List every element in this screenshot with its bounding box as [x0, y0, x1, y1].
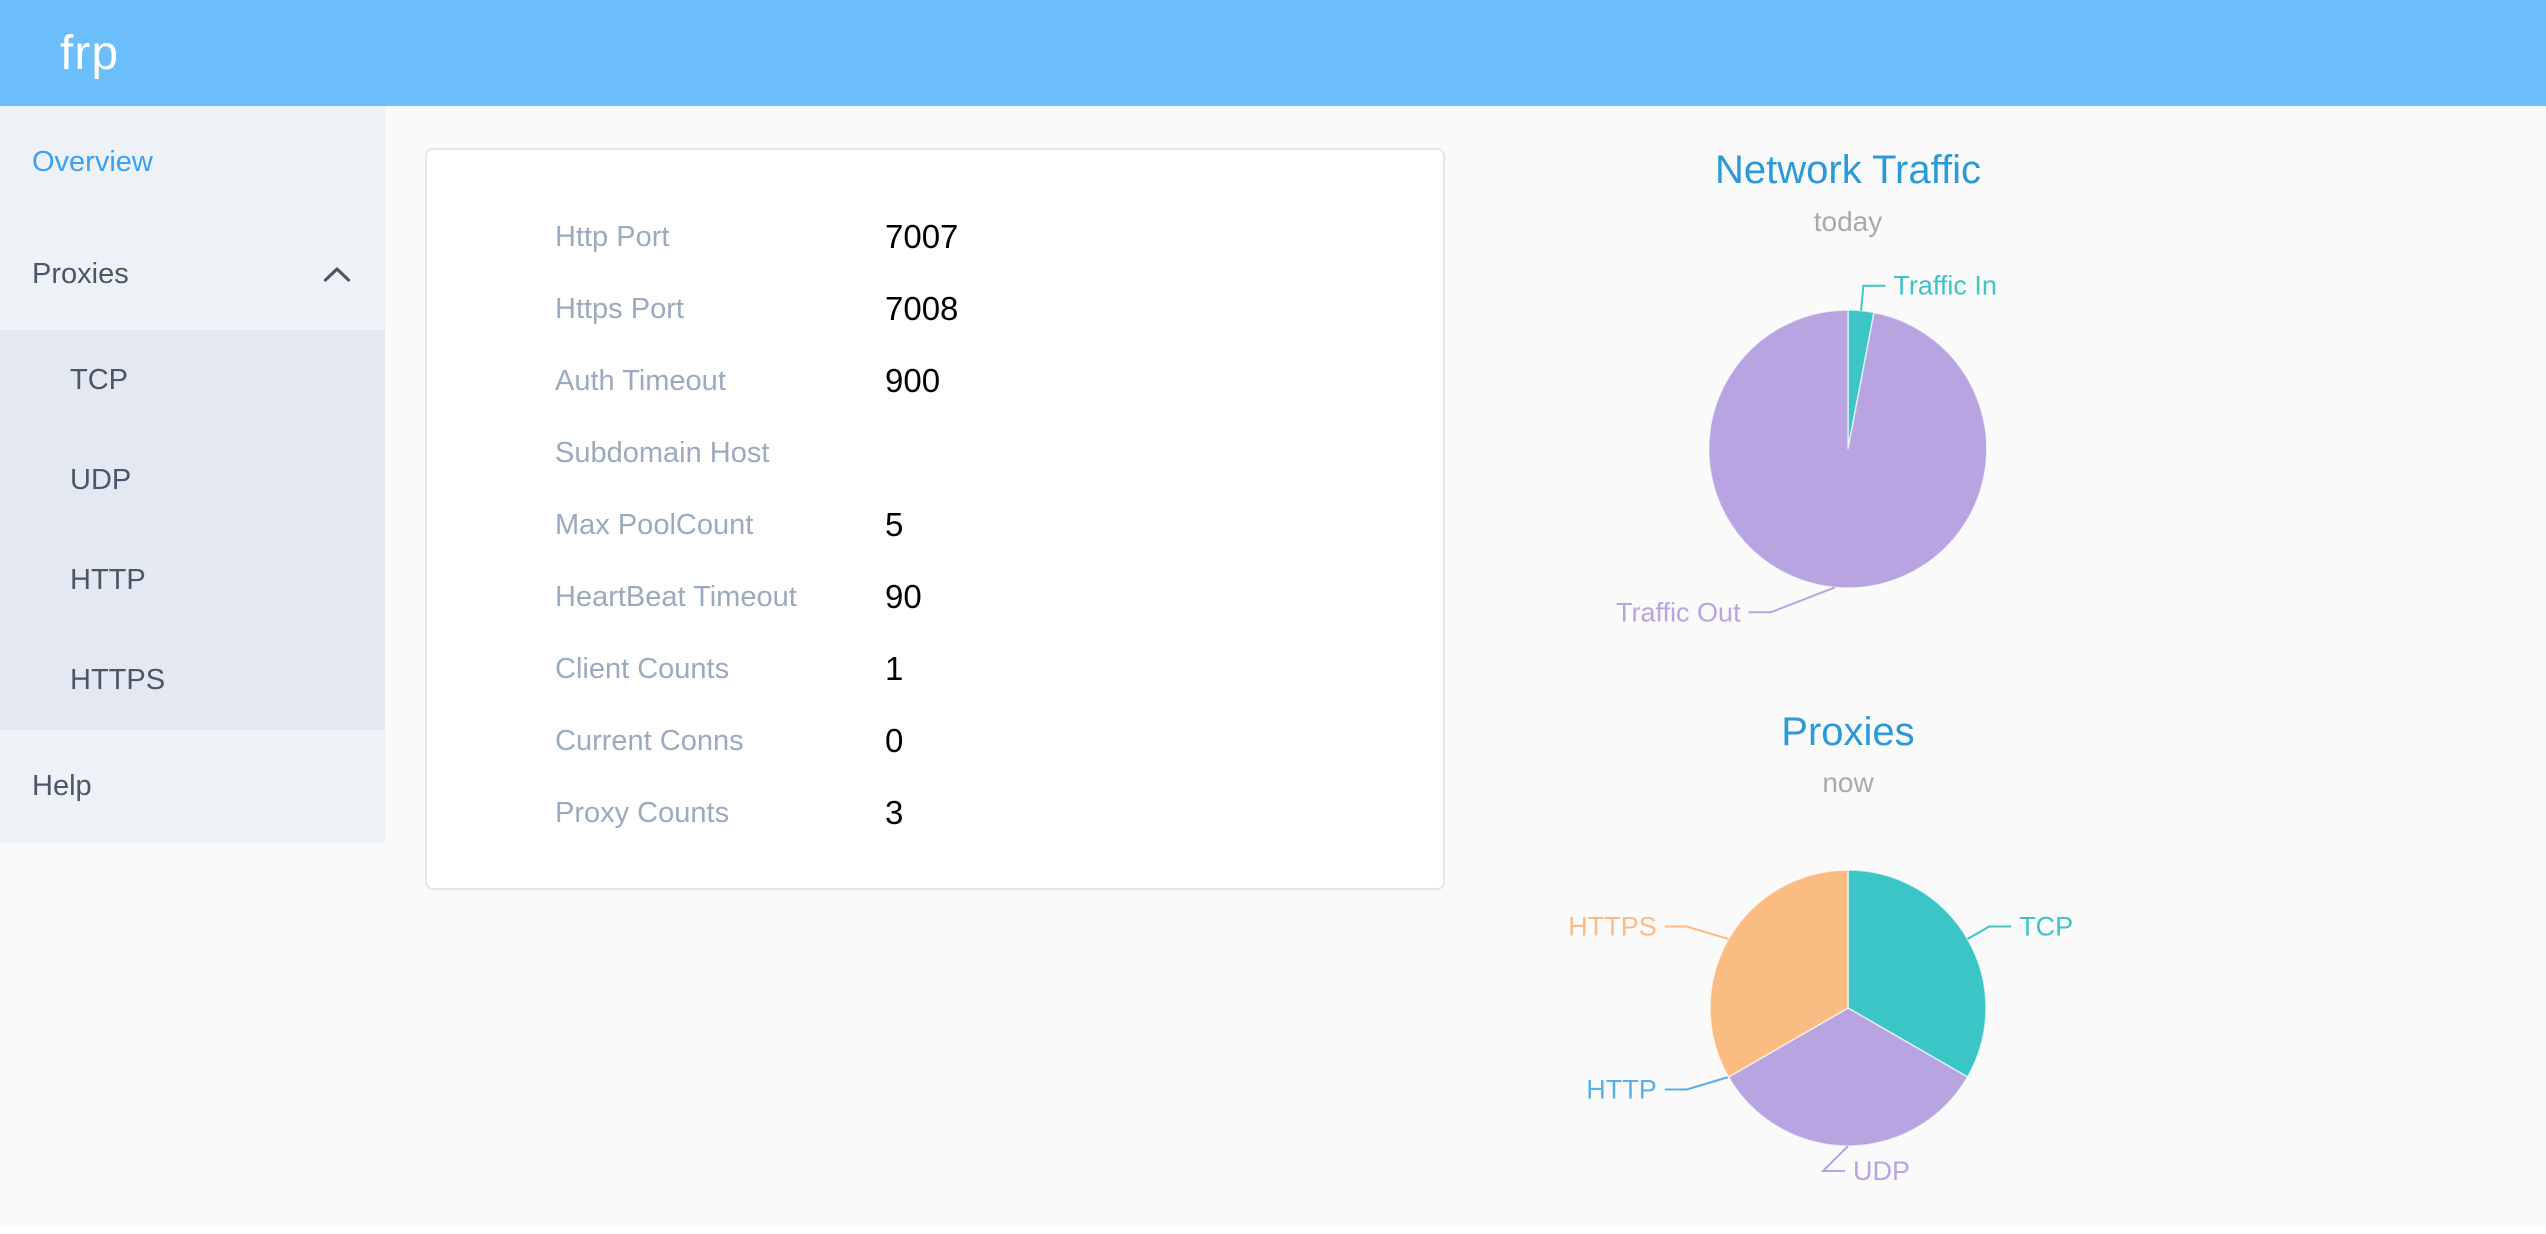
pie-label-line-traffic-out — [1748, 586, 1836, 614]
config-value: 90 — [885, 578, 922, 615]
config-label: Current Conns — [555, 725, 744, 757]
server-config-card: Http Port 7007 Https Port 7008 Auth Timeout 9… — [425, 148, 1445, 890]
config-label: Https Port — [555, 293, 684, 325]
sidebar-item-proxies[interactable]: Proxies — [0, 218, 385, 330]
pie-label-traffic-out: Traffic Out — [1616, 597, 1741, 627]
config-label: Subdomain Host — [555, 437, 770, 469]
bottom-edge-strip — [0, 1226, 2546, 1234]
config-row: Https Port 7008 — [427, 273, 1443, 345]
sidebar-item-https[interactable]: HTTPS — [0, 630, 385, 730]
network-traffic-pie: Traffic In Traffic Out — [1616, 271, 1997, 628]
network-traffic-title: Network Traffic — [1715, 148, 1981, 192]
proxies-title: Proxies — [1781, 710, 1915, 754]
config-rows: Http Port 7007 Https Port 7008 Auth Timeout 9… — [427, 201, 1443, 849]
pie-label-udp: UDP — [1853, 1156, 1910, 1186]
config-row: HeartBeat Timeout 90 — [427, 561, 1443, 633]
config-value: 7007 — [885, 218, 959, 255]
pie-label-tcp: TCP — [2019, 912, 2073, 942]
config-label: Http Port — [555, 221, 670, 253]
proxies-submenu: TCP UDP HTTP HTTPS — [0, 330, 385, 730]
sidebar-item-label: UDP — [70, 463, 132, 496]
app-logo: frp — [60, 26, 120, 80]
config-row: Proxy Counts 3 — [427, 777, 1443, 849]
sidebar-item-http[interactable]: HTTP — [0, 530, 385, 630]
config-label: Client Counts — [555, 653, 730, 685]
sidebar-item-label: Help — [32, 770, 92, 802]
pie-slice-udp[interactable] — [1727, 1007, 1969, 1147]
sidebar-item-label: HTTP — [70, 563, 146, 596]
sidebar-item-overview[interactable]: Overview — [0, 106, 385, 218]
sidebar-item-tcp[interactable]: TCP — [0, 330, 385, 430]
pie-slice-traffic-out[interactable] — [1708, 309, 1988, 589]
pie-label-https: HTTPS — [1568, 912, 1657, 942]
app-header: frp — [0, 0, 2546, 106]
chevron-up-icon — [323, 266, 351, 282]
pie-label-line-tcp — [1967, 925, 2012, 940]
config-label: HeartBeat Timeout — [555, 581, 797, 613]
pie-label-traffic-in: Traffic In — [1893, 271, 1997, 301]
config-value: 7008 — [885, 290, 959, 327]
config-row: Http Port 7007 — [427, 201, 1443, 273]
sidebar-item-label: Proxies — [32, 257, 129, 290]
pie-label-http: HTTP — [1586, 1075, 1657, 1105]
sidebar-item-label: HTTPS — [70, 663, 166, 696]
config-value: 0 — [885, 722, 904, 759]
config-row: Client Counts 1 — [427, 633, 1443, 705]
config-row: Current Conns 0 — [427, 705, 1443, 777]
pie-label-line-udp — [1820, 1145, 1849, 1172]
pie-label-line-https — [1664, 925, 1729, 940]
config-label: Proxy Counts — [555, 797, 730, 829]
sidebar-item-label: TCP — [70, 363, 128, 396]
config-row: Subdomain Host — [427, 417, 1443, 489]
proxies-pie: TCP UDP HTTP HTTPS — [1568, 869, 2073, 1186]
network-traffic-subtitle: today — [1813, 206, 1883, 237]
sidebar: Overview Proxies TCP UDP HTTP HTTPS Help — [0, 106, 385, 843]
config-row: Max PoolCount 5 — [427, 489, 1443, 561]
config-label: Auth Timeout — [555, 365, 726, 397]
pie-label-line-traffic-in — [1860, 284, 1886, 311]
sidebar-item-label: Overview — [32, 145, 153, 178]
config-value: 5 — [885, 506, 904, 543]
config-label: Max PoolCount — [555, 509, 754, 541]
config-value: 3 — [885, 794, 904, 831]
config-value: 900 — [885, 362, 941, 399]
config-value: 1 — [885, 650, 904, 687]
charts-panel: Network Traffic today Traffic In Traffic … — [1468, 0, 2228, 1234]
pie-label-line-http — [1664, 1076, 1729, 1091]
sidebar-item-help[interactable]: Help — [0, 730, 385, 843]
sidebar-item-udp[interactable]: UDP — [0, 430, 385, 530]
config-row: Auth Timeout 900 — [427, 345, 1443, 417]
proxies-subtitle: now — [1822, 767, 1874, 798]
